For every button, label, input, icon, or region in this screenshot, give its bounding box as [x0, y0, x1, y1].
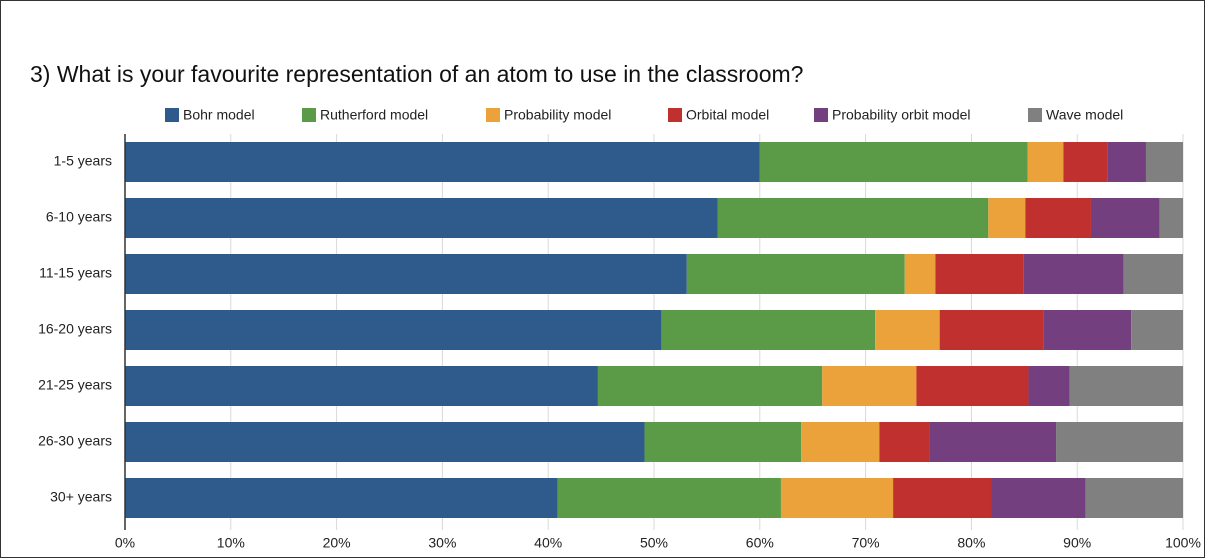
legend-swatch: [486, 108, 500, 122]
legend-label: Probability orbit model: [832, 107, 971, 123]
legend-swatch: [668, 108, 682, 122]
legend-label: Bohr model: [183, 107, 255, 123]
bar-segment: [916, 366, 1029, 406]
legend-swatch: [1028, 108, 1042, 122]
bar-segment: [929, 422, 1057, 462]
bar-segment: [904, 254, 936, 294]
y-tick-label: 26-30 years: [38, 433, 112, 449]
bar-segment: [1090, 198, 1160, 238]
bar-segment: [988, 198, 1026, 238]
bar-segment: [686, 254, 905, 294]
y-tick-label: 21-25 years: [38, 377, 112, 393]
bar-segment: [1069, 366, 1183, 406]
bar-segment: [125, 198, 718, 238]
bar-segment: [597, 366, 823, 406]
legend-label: Wave model: [1046, 107, 1123, 123]
bar-segment: [644, 422, 802, 462]
bar-segment: [893, 478, 992, 518]
x-tick-label: 50%: [640, 535, 668, 551]
bar-segment: [780, 478, 894, 518]
x-tick-label: 90%: [1063, 535, 1091, 551]
legend-label: Orbital model: [686, 107, 769, 123]
y-tick-label: 11-15 years: [39, 265, 112, 281]
bar-segment: [759, 142, 1028, 182]
bar-segment: [125, 254, 687, 294]
y-tick-label: 16-20 years: [38, 321, 112, 337]
legend-label: Probability model: [504, 107, 611, 123]
x-tick-label: 60%: [746, 535, 774, 551]
bar-segment: [1043, 310, 1132, 350]
x-tick-label: 80%: [957, 535, 985, 551]
legend-swatch: [302, 108, 316, 122]
y-tick-label: 6-10 years: [46, 209, 112, 225]
bar-segment: [939, 310, 1044, 350]
x-tick-label: 40%: [534, 535, 562, 551]
x-tick-label: 30%: [428, 535, 456, 551]
y-tick-label: 1-5 years: [54, 153, 112, 169]
bar-segment: [1123, 254, 1183, 294]
bar-segment: [125, 142, 760, 182]
x-tick-label: 0%: [115, 535, 135, 551]
x-tick-label: 20%: [323, 535, 351, 551]
bar-segment: [875, 310, 940, 350]
bar-segment: [1131, 310, 1183, 350]
x-tick-label: 10%: [217, 535, 245, 551]
bar-segment: [125, 478, 558, 518]
bar-segment: [1159, 198, 1183, 238]
bar-segment: [1107, 142, 1146, 182]
bar-segment: [1063, 142, 1108, 182]
bar-segment: [801, 422, 880, 462]
bar-segment: [935, 254, 1024, 294]
bar-segment: [991, 478, 1086, 518]
x-tick-label: 70%: [852, 535, 880, 551]
bar-segment: [1145, 142, 1183, 182]
bar-segment: [822, 366, 917, 406]
bar-segment: [1056, 422, 1183, 462]
legend-swatch: [814, 108, 828, 122]
bar-segment: [1085, 478, 1183, 518]
y-tick-label: 30+ years: [50, 489, 112, 505]
bar-segment: [879, 422, 930, 462]
bar-segment: [125, 422, 645, 462]
bar-segment: [125, 310, 662, 350]
bar-segment: [717, 198, 989, 238]
chart-title: 3) What is your favourite representation…: [30, 61, 803, 87]
bar-segment: [661, 310, 876, 350]
bar-segment: [557, 478, 781, 518]
bar-segment: [1027, 142, 1064, 182]
bar-segment: [1025, 198, 1091, 238]
x-tick-label: 100%: [1165, 535, 1201, 551]
bar-segment: [125, 366, 598, 406]
bar-segment: [1028, 366, 1070, 406]
legend-swatch: [165, 108, 179, 122]
legend-label: Rutherford model: [320, 107, 428, 123]
bar-segment: [1023, 254, 1124, 294]
